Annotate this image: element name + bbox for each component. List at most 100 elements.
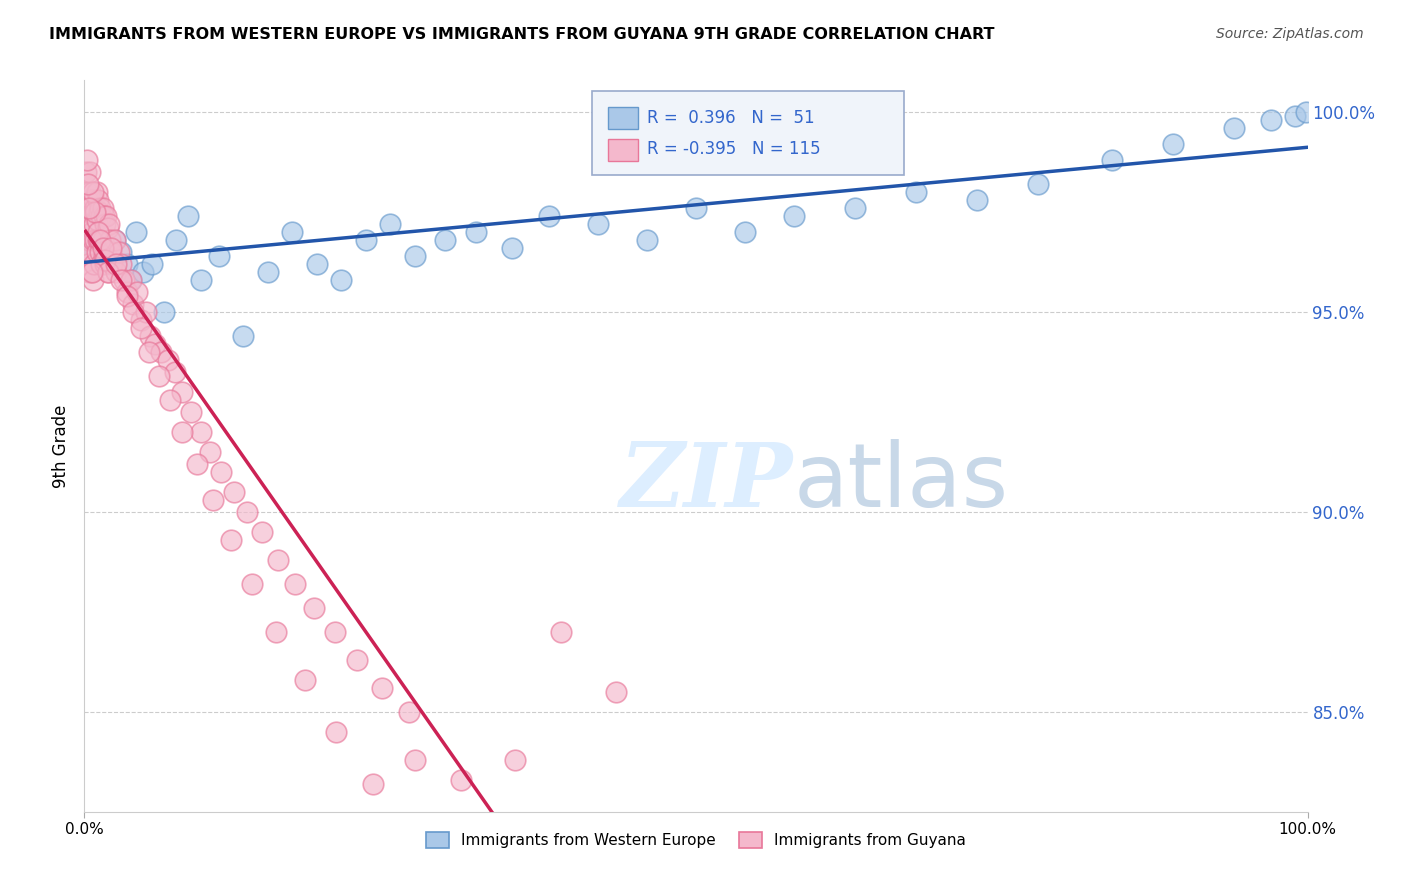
Point [83, 217, 105, 231]
Point [153, 305, 176, 319]
Point [83, 193, 105, 207]
Point [135, 305, 157, 319]
Point [120, 273, 142, 287]
Point [844, 201, 866, 215]
Point [257, 265, 280, 279]
Point [93, 209, 115, 223]
Point [97, 265, 120, 279]
Point [101, 257, 124, 271]
Text: Source: ZipAtlas.com: Source: ZipAtlas.com [1216, 27, 1364, 41]
Point [132, 265, 155, 279]
Point [294, 673, 316, 687]
Point [87, 205, 110, 219]
Point [143, 337, 166, 351]
Point [80, 225, 103, 239]
Point [404, 753, 426, 767]
Point [84, 245, 107, 260]
Point [82, 233, 104, 247]
FancyBboxPatch shape [607, 139, 638, 161]
Point [502, 241, 524, 255]
Point [139, 329, 162, 343]
Point [120, 273, 142, 287]
Point [79, 233, 101, 247]
Point [96, 209, 118, 223]
Point [79, 165, 101, 179]
Point [325, 724, 347, 739]
Point [1223, 121, 1246, 136]
Point [201, 492, 224, 507]
Point [100, 257, 122, 271]
Point [90, 209, 112, 223]
Point [605, 685, 627, 699]
Point [75, 165, 97, 179]
Point [354, 233, 377, 247]
Point [115, 285, 138, 299]
Point [208, 249, 231, 263]
Point [75, 221, 97, 235]
Point [82, 273, 104, 287]
Point [1101, 153, 1123, 168]
Point [86, 185, 108, 199]
Point [172, 425, 194, 439]
Point [79, 245, 101, 260]
Point [200, 445, 222, 459]
Point [90, 257, 112, 271]
Point [464, 225, 486, 239]
Point [76, 185, 98, 199]
Point [250, 524, 273, 539]
Point [122, 297, 145, 311]
Point [89, 233, 111, 247]
Point [232, 329, 254, 343]
Point [82, 217, 104, 231]
Point [77, 265, 100, 279]
Text: atlas: atlas [794, 439, 1010, 526]
Point [129, 321, 152, 335]
Point [404, 249, 426, 263]
Point [115, 289, 138, 303]
Point [79, 217, 101, 231]
Point [783, 209, 806, 223]
Point [219, 533, 242, 547]
Point [77, 233, 100, 247]
Point [77, 201, 100, 215]
Point [91, 249, 114, 263]
Point [87, 233, 110, 247]
Point [100, 241, 122, 255]
Point [434, 233, 457, 247]
Point [550, 624, 572, 639]
Point [94, 257, 117, 271]
Point [129, 313, 152, 327]
Point [98, 233, 121, 247]
Text: ZIP: ZIP [620, 440, 794, 525]
Point [112, 273, 135, 287]
Point [110, 273, 132, 287]
Point [84, 205, 107, 219]
Point [110, 257, 132, 271]
Point [905, 185, 928, 199]
Point [76, 153, 98, 168]
Point [125, 225, 148, 239]
Point [80, 265, 103, 279]
Point [150, 345, 173, 359]
Point [84, 201, 107, 215]
Point [284, 577, 307, 591]
Point [96, 241, 118, 255]
Point [86, 225, 108, 239]
Point [86, 245, 108, 260]
Point [105, 265, 128, 279]
Text: R =  0.396   N =  51: R = 0.396 N = 51 [647, 109, 814, 127]
Point [76, 225, 98, 239]
Point [77, 217, 100, 231]
Point [159, 392, 181, 407]
Point [80, 193, 103, 207]
Point [222, 485, 245, 500]
Point [83, 257, 105, 271]
Point [91, 233, 114, 247]
Point [82, 185, 104, 199]
Point [86, 213, 108, 227]
Point [323, 624, 346, 639]
Point [636, 233, 658, 247]
Point [125, 285, 148, 299]
Point [346, 653, 368, 667]
Point [586, 217, 609, 231]
